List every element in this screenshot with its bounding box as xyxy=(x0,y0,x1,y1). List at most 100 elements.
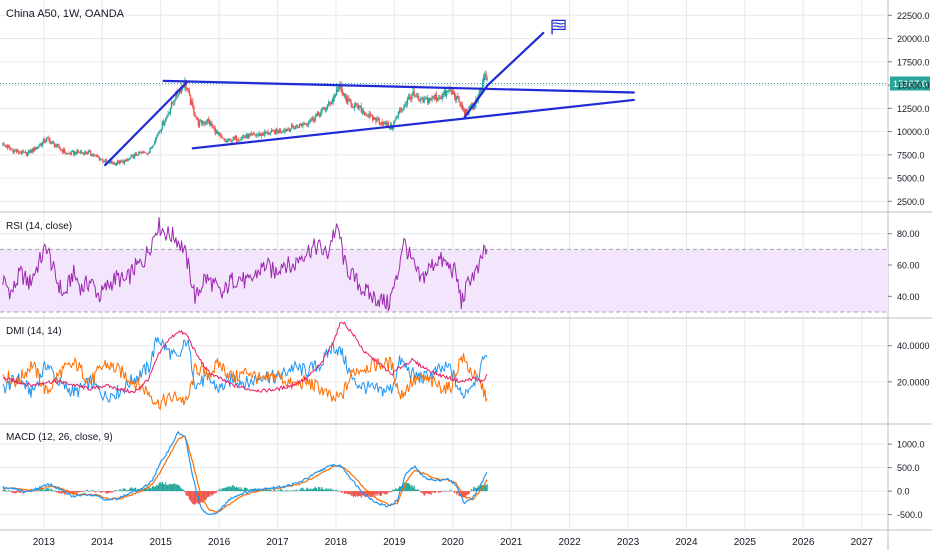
price-candle-body xyxy=(284,129,286,133)
price-candle-body xyxy=(142,151,145,153)
macd-histogram-bar xyxy=(241,489,243,492)
macd-histogram-bar xyxy=(318,487,320,492)
macd-histogram-bar xyxy=(41,488,43,492)
macd-histogram-bar xyxy=(187,491,189,497)
price-candle-body xyxy=(276,128,278,131)
macd-histogram-bar xyxy=(327,489,329,492)
price-candle-body xyxy=(346,97,348,104)
trendline xyxy=(463,83,489,119)
price-candle-body xyxy=(277,130,279,133)
price-candle-body xyxy=(474,104,476,109)
macd-histogram-bar xyxy=(449,489,451,492)
macd-histogram-bar xyxy=(357,491,359,497)
macd-histogram-bar xyxy=(146,487,148,492)
y-tick-label: 20.0000 xyxy=(897,377,930,387)
price-candle-body xyxy=(414,95,416,97)
price-candle-body xyxy=(440,98,442,100)
macd-histogram-bar xyxy=(101,491,103,493)
macd-histogram-bar xyxy=(352,491,355,498)
macd-histogram-bar xyxy=(313,488,315,492)
macd-histogram-bar xyxy=(14,491,16,494)
macd-histogram-bar xyxy=(271,491,274,492)
macd-histogram-bar xyxy=(393,490,395,492)
macd-histogram-bar xyxy=(413,485,415,492)
macd-histogram-bar xyxy=(50,488,52,492)
price-candle-body xyxy=(28,150,30,153)
price-candle-body xyxy=(208,120,211,125)
price-candle-body xyxy=(51,141,54,143)
price-candle-body xyxy=(466,109,468,113)
macd-histogram-bar xyxy=(206,491,208,498)
price-candle-body xyxy=(448,89,450,91)
y-tick-label: 40.00 xyxy=(897,292,920,302)
macd-histogram-bar xyxy=(125,490,128,492)
price-candle-body xyxy=(189,94,192,105)
macd-histogram-bar xyxy=(92,489,94,492)
macd-histogram-bar xyxy=(196,491,198,503)
y-tick-label: -500.0 xyxy=(897,510,923,520)
price-candle-body xyxy=(38,146,40,148)
price-candle-body xyxy=(177,94,179,96)
macd-histogram-bar xyxy=(19,491,21,493)
macd-histogram-bar xyxy=(244,487,247,492)
macd-histogram-bar xyxy=(439,491,441,493)
macd-histogram-bar xyxy=(418,489,420,492)
price-candle-body xyxy=(138,151,140,156)
macd-histogram-bar xyxy=(167,485,169,492)
macd-histogram-bar xyxy=(239,489,241,492)
price-candle-body xyxy=(314,116,316,121)
price-candle-body xyxy=(131,155,133,157)
macd-histogram-bar xyxy=(375,491,377,495)
price-candle-body xyxy=(41,142,43,146)
price-candle-body xyxy=(263,131,266,136)
macd-histogram-bar xyxy=(116,490,119,492)
price-candle-body xyxy=(270,129,273,133)
macd-histogram-bar xyxy=(49,490,51,492)
macd-histogram-bar xyxy=(394,489,396,492)
price-candle-body xyxy=(103,161,105,163)
price-candle-body xyxy=(66,153,68,155)
macd-histogram-bar xyxy=(61,491,64,494)
price-candle-body xyxy=(458,96,460,103)
macd-histogram-bar xyxy=(276,490,278,492)
price-candle-body xyxy=(380,122,383,124)
price-candle-body xyxy=(123,160,125,164)
price-candle-body xyxy=(220,135,222,137)
price-candle-body xyxy=(61,149,64,153)
macd-histogram-bar xyxy=(300,488,302,492)
price-candle-body xyxy=(298,123,301,128)
price-candle-body xyxy=(180,87,183,93)
macd-histogram-bar xyxy=(166,484,168,492)
macd-histogram-bar xyxy=(52,491,55,492)
price-candle-body xyxy=(186,88,188,90)
macd-histogram-bar xyxy=(200,491,202,503)
macd-histogram-bar xyxy=(123,488,125,492)
price-candle-body xyxy=(99,159,102,161)
macd-histogram-bar xyxy=(62,491,65,494)
price-candle-body xyxy=(223,138,225,141)
macd-histogram-bar xyxy=(430,491,432,495)
price-candle-body xyxy=(239,139,241,141)
x-tick-label: 2019 xyxy=(383,537,406,548)
price-candle-body xyxy=(416,95,419,97)
price-candle-body xyxy=(421,97,423,99)
price-candle-body xyxy=(214,128,216,134)
macd-histogram-bar xyxy=(379,491,382,497)
macd-histogram-bar xyxy=(371,491,374,497)
price-candle-body xyxy=(231,140,233,142)
price-candle-body xyxy=(459,102,461,107)
macd-histogram-bar xyxy=(88,491,91,493)
y-tick-label: 1000.0 xyxy=(897,440,925,450)
price-candle-body xyxy=(360,105,363,113)
price-candle-body xyxy=(311,117,313,120)
macd-histogram-bar xyxy=(118,490,120,492)
price-candle-body xyxy=(431,96,433,100)
price-candle-body xyxy=(42,139,45,143)
price-candle-body xyxy=(384,121,386,123)
price-candle-body xyxy=(188,90,191,95)
price-candle-body xyxy=(7,145,10,147)
price-candle-body xyxy=(122,160,124,164)
price-candle-body xyxy=(450,90,452,92)
macd-histogram-bar xyxy=(348,491,350,494)
price-candle-body xyxy=(174,99,176,102)
